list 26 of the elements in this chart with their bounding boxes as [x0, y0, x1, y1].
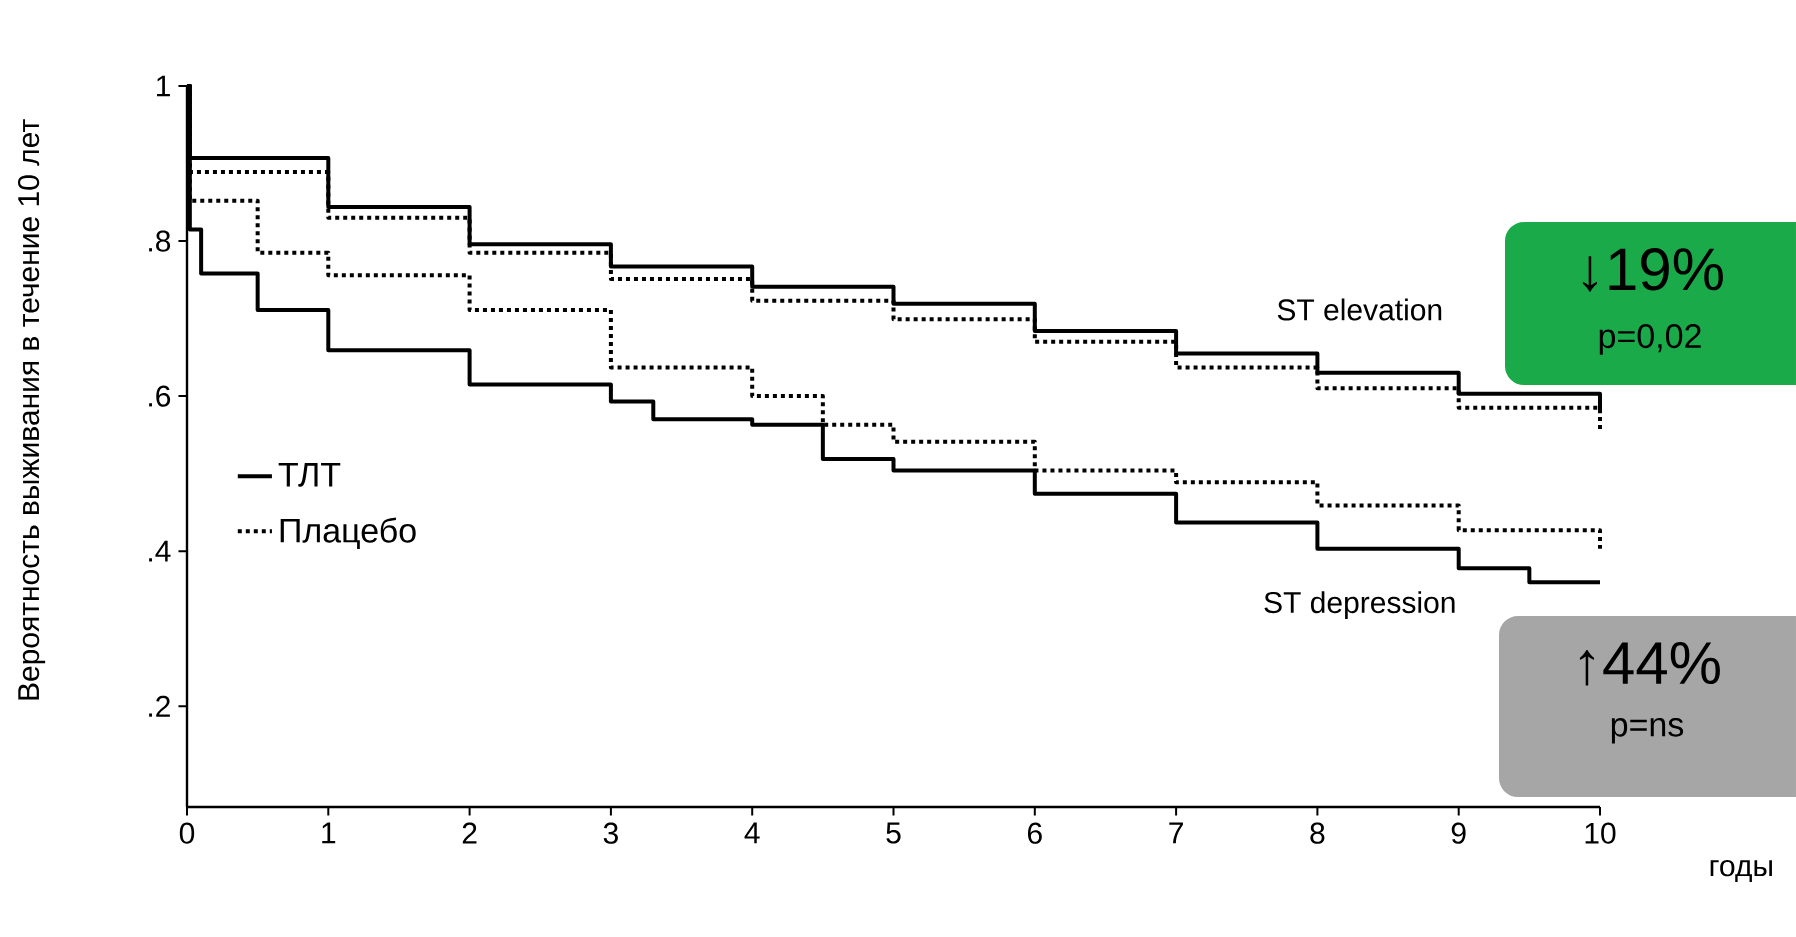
x-tick-label: 10 — [1585, 822, 1616, 844]
x-tick-label: 4 — [744, 822, 760, 844]
annotation: ST depression — [1264, 591, 1455, 620]
text: p=ns — [1611, 718, 1684, 744]
legend-label: ТЛТ — [278, 463, 341, 487]
x-tick-label: 0 — [179, 822, 195, 844]
annotation: ↓19% — [1582, 248, 1723, 292]
y-tick-label: .8 — [149, 230, 171, 252]
x-tick-label: 5 — [886, 822, 901, 844]
y-axis-title: Вероятность выживания в течение 10 лет — [17, 119, 46, 700]
x-tick-label: 3 — [603, 822, 618, 844]
x-tick-label: 1 — [322, 822, 336, 844]
x-tick-label: 6 — [1027, 822, 1042, 844]
annotation: p=0,02 — [1599, 324, 1701, 355]
x-axis-title: годы — [1710, 859, 1772, 883]
annotation: ↑44% — [1579, 642, 1720, 686]
y-tick-label: .4 — [149, 540, 171, 562]
x-tick-label: 8 — [1310, 822, 1325, 844]
legend-label: Плацебо — [280, 517, 416, 550]
x-tick-label: 7 — [1169, 822, 1183, 844]
y-tick-label: .6 — [149, 385, 171, 407]
y-tick-label: .2 — [149, 695, 170, 717]
x-tick-label: 9 — [1451, 822, 1466, 844]
y-tick-label: 1 — [157, 75, 170, 97]
x-tick-label: 2 — [462, 822, 477, 844]
annotation: ST elevation — [1277, 298, 1442, 321]
